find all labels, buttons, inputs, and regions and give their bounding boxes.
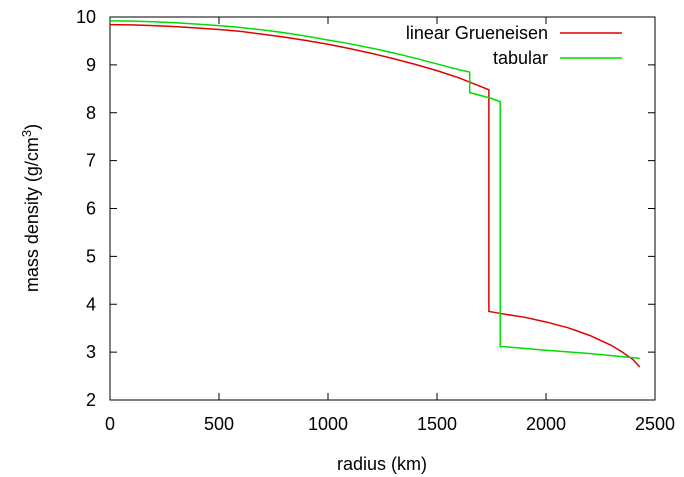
plot-frame xyxy=(109,16,656,401)
x-axis-label: radius (km) xyxy=(337,454,427,474)
y-tick-label-9: 9 xyxy=(86,55,96,75)
y-tick-label-4: 4 xyxy=(86,294,96,314)
y-tick-label-2: 2 xyxy=(86,390,96,410)
y-axis-label-superscript: 3 xyxy=(19,130,34,137)
y-axis-label-main: mass density (g/cm xyxy=(22,137,42,292)
ticks xyxy=(109,16,656,401)
series-group xyxy=(109,20,641,368)
x-tick-label-1500: 1500 xyxy=(417,414,457,434)
x-tick-label-1000: 1000 xyxy=(308,414,348,434)
legend-label-linear-grueneisen: linear Grueneisen xyxy=(406,23,548,43)
y-tick-label-5: 5 xyxy=(86,246,96,266)
legend-label-tabular: tabular xyxy=(493,48,548,68)
y-tick-label-3: 3 xyxy=(86,342,96,362)
y-tick-label-7: 7 xyxy=(86,151,96,171)
y-tick-label-6: 6 xyxy=(86,199,96,219)
x-tick-label-0: 0 xyxy=(105,414,115,434)
series-line-tabular xyxy=(109,20,640,360)
y-tick-label-10: 10 xyxy=(76,7,96,27)
x-tick-label-2500: 2500 xyxy=(635,414,675,434)
legend: linear Grueneisen tabular xyxy=(406,23,622,68)
y-tick-label-8: 8 xyxy=(86,103,96,123)
series-line-linear-grueneisen xyxy=(109,23,641,368)
x-tick-label-2000: 2000 xyxy=(526,414,566,434)
y-axis-label-suffix: ) xyxy=(22,124,42,130)
y-axis-label: mass density (g/cm3) xyxy=(19,124,42,292)
tick-labels: 0 500 1000 1500 2000 2500 2 3 4 5 6 7 8 9 10 xyxy=(76,7,675,434)
x-tick-label-500: 500 xyxy=(204,414,234,434)
